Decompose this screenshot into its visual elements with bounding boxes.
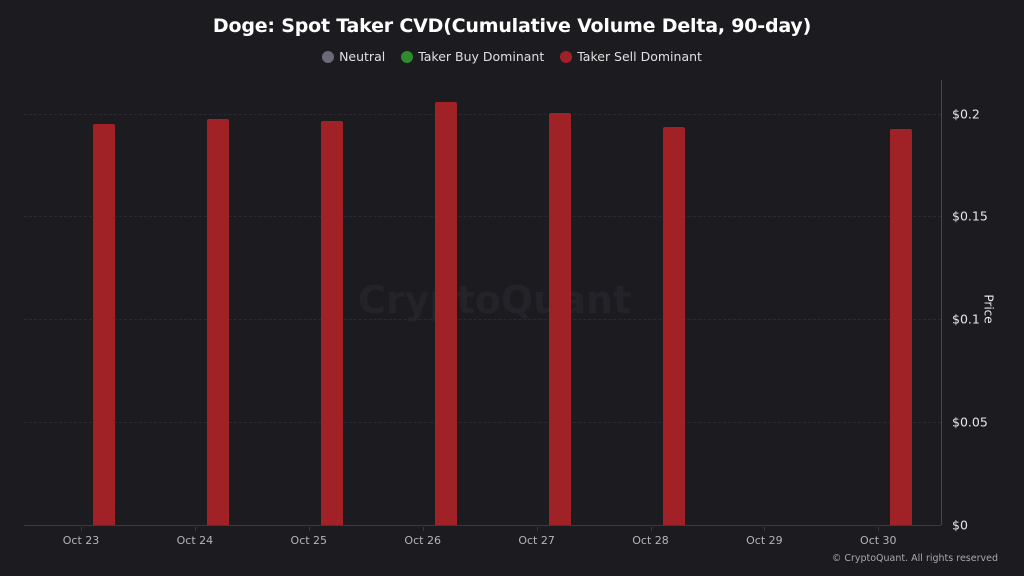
x-axis-baseline xyxy=(24,525,941,526)
x-tick-label: Oct 29 xyxy=(746,534,783,547)
chart-title: Doge: Spot Taker CVD(Cumulative Volume D… xyxy=(212,15,812,37)
x-tick-mark xyxy=(422,527,424,531)
x-tick-label: Oct 25 xyxy=(290,534,328,547)
x-tick-mark xyxy=(308,527,310,531)
y-tick-label: $0.15 xyxy=(952,208,988,224)
bar-oct-28[interactable] xyxy=(662,127,685,525)
x-tick-label: Oct 30 xyxy=(860,534,897,547)
x-tick-label: Oct 26 xyxy=(404,534,441,547)
legend-label: Taker Sell Dominant xyxy=(577,49,702,64)
bar-oct-27[interactable] xyxy=(548,113,571,525)
gridline xyxy=(24,422,941,424)
x-tick-label: Oct 27 xyxy=(518,534,555,547)
bar-oct-25[interactable] xyxy=(320,121,343,525)
gridline xyxy=(24,113,941,115)
bar-oct-30[interactable] xyxy=(890,129,913,525)
y-tick-label: $0.1 xyxy=(952,311,980,327)
x-tick-mark xyxy=(536,527,538,531)
legend-item-neutral[interactable]: Neutral xyxy=(322,49,385,64)
x-tick-mark xyxy=(878,527,880,531)
legend-label: Neutral xyxy=(339,49,386,64)
bar-oct-24[interactable] xyxy=(206,118,229,525)
copyright-notice: © CryptoQuant. All rights reserved xyxy=(831,553,998,564)
x-tick-mark xyxy=(194,527,196,531)
legend-item-taker-buy[interactable]: Taker Buy Dominant xyxy=(401,49,544,64)
plot-area xyxy=(24,80,941,526)
y-axis-label: Price xyxy=(981,294,996,324)
x-tick-label: Oct 23 xyxy=(62,534,100,547)
watermark: CryptoQuant xyxy=(358,278,632,322)
bar-oct-26[interactable] xyxy=(434,101,457,525)
y-tick-label: $0 xyxy=(952,517,968,533)
gridline xyxy=(24,319,941,321)
y-tick-label: $0.2 xyxy=(952,106,980,121)
taker-sell-dot-icon xyxy=(560,50,573,63)
x-tick-label: Oct 28 xyxy=(632,534,669,547)
x-tick-mark xyxy=(764,527,766,531)
y-tick-label: $0.05 xyxy=(952,414,988,430)
neutral-dot-icon xyxy=(322,50,335,63)
x-tick-mark xyxy=(81,527,82,531)
y-axis-line xyxy=(941,80,942,525)
x-tick-mark xyxy=(650,527,652,531)
taker-buy-dot-icon xyxy=(401,50,414,63)
legend-label: Taker Buy Dominant xyxy=(418,49,545,64)
chart-legend: Neutral Taker Buy Dominant Taker Sell Do… xyxy=(0,49,1024,64)
gridline xyxy=(24,216,941,218)
legend-item-taker-sell[interactable]: Taker Sell Dominant xyxy=(560,49,702,64)
bar-oct-23[interactable] xyxy=(93,123,115,525)
x-tick-label: Oct 24 xyxy=(176,534,214,547)
